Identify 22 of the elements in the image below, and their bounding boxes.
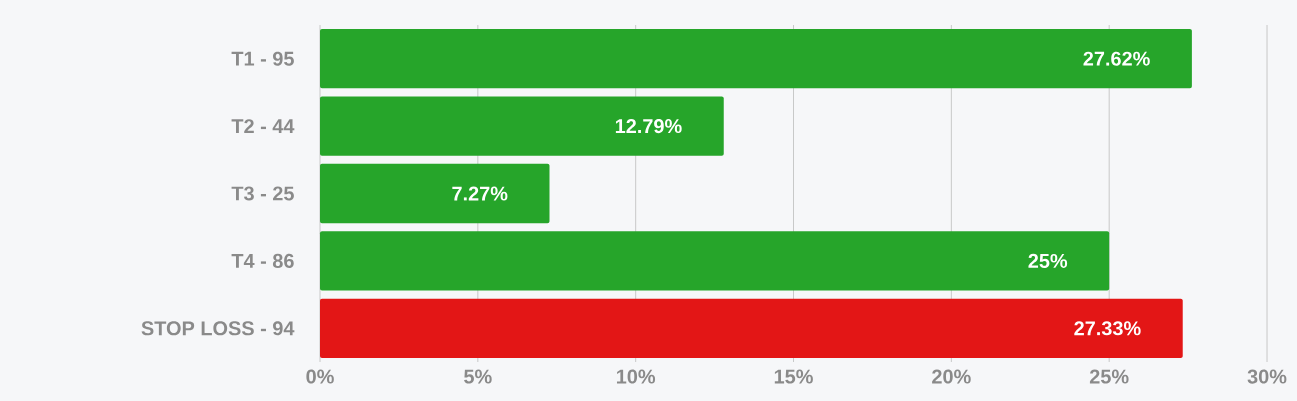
y-tick-label: T3 - 25	[231, 186, 294, 201]
x-tick-label: 15%	[774, 369, 813, 384]
y-tick-label: STOP LOSS - 94	[141, 321, 295, 336]
x-tick-label: 5%	[464, 369, 492, 384]
x-tick-label: 10%	[616, 369, 656, 384]
y-tick-label: T2 - 44	[231, 119, 295, 134]
bar	[320, 96, 724, 156]
y-tick-label: T1 - 95	[231, 51, 294, 66]
x-tick-label: 20%	[932, 369, 971, 384]
data-label: 25%	[1028, 253, 1068, 268]
bar	[320, 298, 1183, 358]
x-tick-label: 0%	[306, 369, 334, 384]
x-tick-label: 25%	[1089, 369, 1129, 384]
data-label: 12.79%	[615, 119, 682, 134]
bar	[320, 29, 1192, 89]
data-label: 27.33%	[1074, 321, 1141, 336]
data-label: 7.27%	[452, 186, 508, 201]
bar	[320, 163, 550, 224]
x-tick-label: 30%	[1247, 369, 1287, 384]
y-tick-label: T4 - 86	[231, 253, 294, 268]
bar	[320, 231, 1110, 291]
data-label: 27.62%	[1083, 51, 1150, 66]
